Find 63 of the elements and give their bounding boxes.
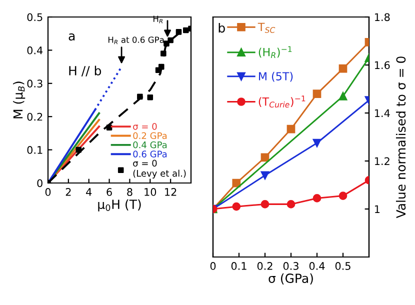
- point: [312, 138, 322, 148]
- y2-tick-label: 1.8: [375, 13, 390, 22]
- y-tick-label: 0.3: [27, 80, 42, 88]
- point: [168, 37, 174, 44]
- annotation: H // b: [69, 66, 102, 76]
- point: [286, 124, 296, 134]
- x-tick-label: 12: [165, 188, 176, 196]
- x-tick-label: 2: [66, 188, 71, 196]
- legend-label: σ = 0: [133, 123, 157, 130]
- x-tick-label: 10: [144, 188, 156, 196]
- point: [312, 90, 322, 98]
- point: [338, 64, 348, 73]
- y-axis-title: M (μ$_{B}$): [13, 82, 26, 118]
- x-tick-label: 0: [210, 262, 216, 270]
- y-tick-label: 0.5: [27, 13, 42, 22]
- legend-label: σ = 0 (Levy et al.): [133, 160, 186, 178]
- point: [260, 153, 270, 162]
- point: [106, 124, 112, 130]
- x-tick-label: 4: [86, 188, 92, 196]
- point: [164, 40, 170, 46]
- x-tick-label: 0.3: [283, 262, 298, 270]
- point: [160, 50, 166, 56]
- x-tick-label: 6: [106, 188, 112, 196]
- y-tick-label: 0.4: [27, 46, 43, 54]
- x-tick-label: 0.2: [257, 262, 272, 270]
- y-tick-label: 0.2: [27, 112, 42, 121]
- y-tick-label: 0: [37, 179, 42, 188]
- point: [260, 171, 270, 180]
- point: [158, 64, 164, 70]
- legend-label: T$_{SC}$: [258, 22, 276, 33]
- y2-axis-title: Value normalised to σ = 0: [396, 56, 406, 218]
- annotation: a: [68, 33, 75, 41]
- y2-tick-label: 1.6: [375, 61, 390, 70]
- x-axis-title: σ (GPa): [268, 273, 313, 284]
- point: [76, 146, 82, 153]
- legend-label: M (5T): [259, 72, 293, 82]
- y-tick-label: 0.1: [27, 146, 42, 154]
- point: [338, 192, 348, 200]
- x-axis-title: μ$_{0}$H (T): [98, 199, 141, 212]
- x-tick-label: 0.4: [309, 262, 325, 270]
- legend-label: 0.6 GPa: [133, 150, 167, 158]
- x-tick-label: 0.1: [231, 262, 246, 270]
- annotation: H$_{R}$ at 0.6 GPa: [108, 36, 164, 44]
- y2-tick-label: 1.4: [375, 109, 390, 117]
- point: [176, 29, 182, 35]
- point: [183, 27, 189, 34]
- legend-label: 0.4 GPa: [133, 141, 167, 148]
- legend-label: 0.2 GPa: [133, 132, 167, 140]
- annotation: b: [218, 22, 225, 33]
- point: [312, 194, 322, 202]
- x-tick-label: 8: [127, 188, 132, 196]
- point: [232, 202, 241, 211]
- point: [232, 178, 241, 188]
- point: [137, 94, 143, 100]
- point: [147, 94, 154, 100]
- point: [260, 200, 270, 208]
- point: [286, 200, 296, 208]
- x-tick-label: 0: [45, 188, 51, 196]
- x-tick-label: 0.5: [335, 262, 350, 270]
- y2-tick-label: 1.2: [375, 157, 390, 165]
- y2-tick-label: 1: [375, 205, 380, 213]
- legend-label: (T$_{Curie}$)$^{−1}$: [258, 96, 306, 108]
- legend-label: (H$_{R}$)$^{−1}$: [258, 46, 292, 58]
